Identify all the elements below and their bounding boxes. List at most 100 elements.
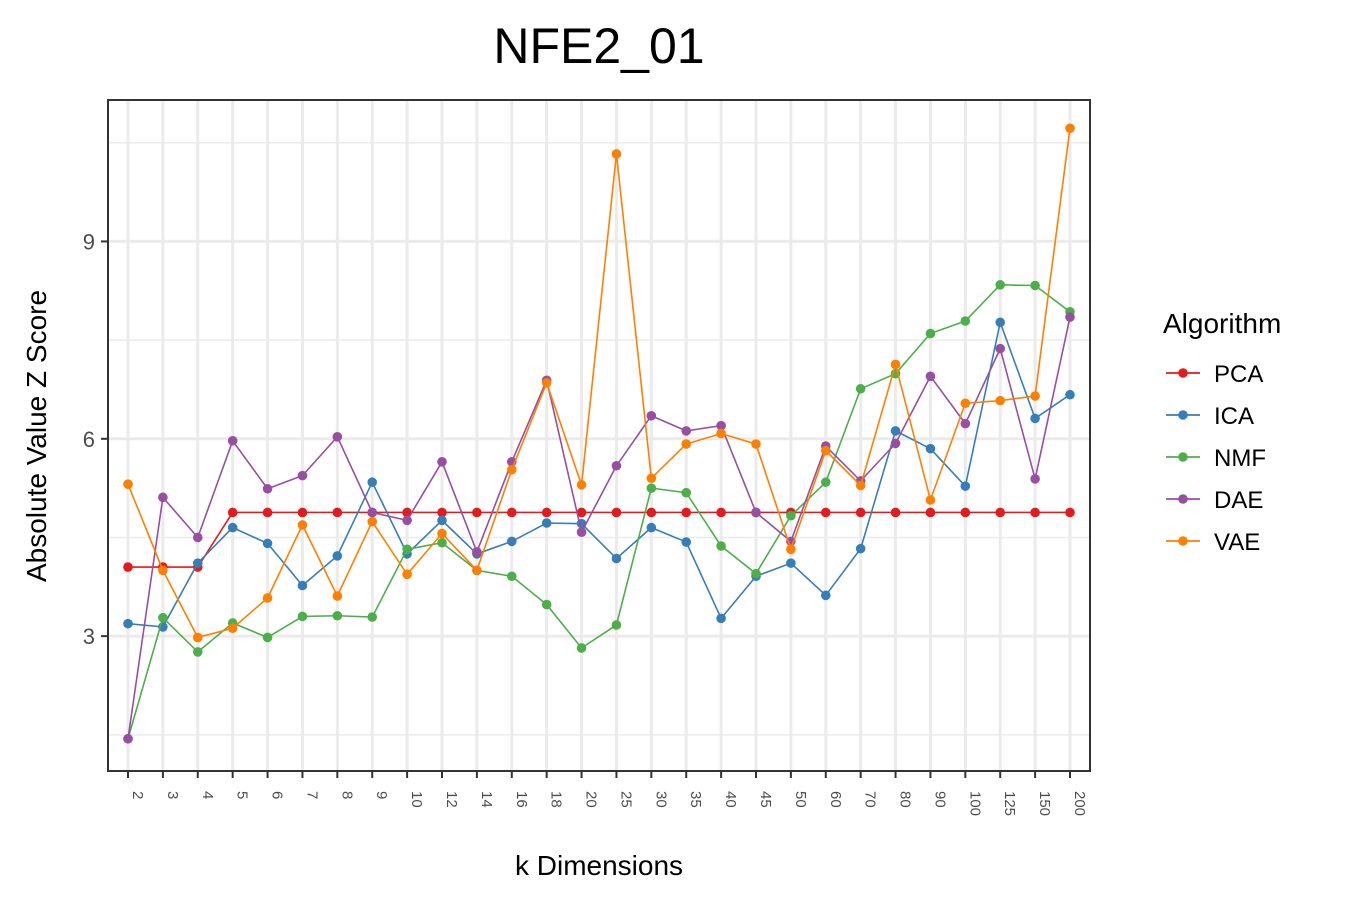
data-point-nmf bbox=[960, 316, 971, 326]
data-point-pca bbox=[123, 562, 133, 572]
data-point-vae bbox=[890, 359, 901, 370]
legend-key-point bbox=[1178, 452, 1188, 462]
data-point-pca bbox=[297, 507, 308, 518]
data-point-nmf bbox=[855, 383, 866, 394]
plot-area bbox=[107, 99, 1091, 772]
data-point-vae bbox=[402, 569, 412, 580]
legend-key-point bbox=[1178, 494, 1188, 504]
data-point-pca bbox=[855, 507, 866, 518]
data-point-nmf bbox=[192, 647, 203, 657]
data-point-dae bbox=[1030, 474, 1040, 484]
x-tick-label: 90 bbox=[931, 791, 948, 808]
data-point-nmf bbox=[1030, 280, 1040, 291]
data-point-dae bbox=[995, 343, 1006, 354]
data-point-ica bbox=[192, 558, 203, 568]
data-point-ica bbox=[890, 426, 901, 436]
data-point-vae bbox=[437, 528, 447, 539]
data-point-pca bbox=[541, 507, 552, 518]
plot-border bbox=[107, 99, 1091, 772]
data-point-ica bbox=[1065, 389, 1075, 400]
data-point-vae bbox=[158, 565, 168, 576]
data-point-nmf bbox=[541, 599, 552, 610]
data-point-dae bbox=[646, 410, 657, 421]
x-axis: 2 3 4 5 6 7 8 9 10 12 14 16 18 20 25 30 35 40 45 50 60 70 80 90… bbox=[127, 771, 1088, 816]
data-point-dae bbox=[367, 507, 378, 518]
data-point-nmf bbox=[751, 568, 761, 579]
series-line-nmf bbox=[127, 284, 1071, 739]
data-point-vae bbox=[646, 473, 657, 484]
legend-label: ICA bbox=[1214, 403, 1254, 430]
data-point-ica bbox=[995, 317, 1006, 328]
data-point-dae bbox=[297, 470, 308, 481]
data-point-dae bbox=[890, 438, 901, 449]
data-point-dae bbox=[576, 527, 587, 538]
data-point-dae bbox=[402, 515, 412, 526]
legend-label: PCA bbox=[1214, 361, 1263, 388]
legend-label: VAE bbox=[1214, 529, 1260, 556]
data-point-ica bbox=[960, 481, 971, 491]
data-point-ica bbox=[925, 443, 936, 454]
data-point-nmf bbox=[262, 632, 273, 643]
data-point-pca bbox=[925, 507, 936, 518]
x-tick-label: 12 bbox=[443, 791, 460, 808]
data-point-vae bbox=[786, 544, 796, 555]
legend-key-point bbox=[1178, 536, 1188, 546]
y-tick-label: 6 bbox=[83, 427, 95, 452]
series-line-pca bbox=[128, 511, 1070, 568]
data-point-dae bbox=[227, 435, 238, 446]
x-tick-label: 40 bbox=[722, 791, 739, 808]
data-point-dae bbox=[123, 733, 133, 744]
data-point-dae bbox=[681, 426, 692, 436]
y-tick-label: 9 bbox=[83, 229, 95, 254]
y-tick-label: 3 bbox=[83, 624, 95, 649]
data-point-vae bbox=[716, 428, 726, 439]
x-tick-label: 45 bbox=[757, 791, 774, 808]
x-tick-label: 6 bbox=[269, 791, 286, 799]
series-line-vae bbox=[127, 128, 1071, 639]
series-line-dae bbox=[127, 316, 1071, 739]
legend-label: NMF bbox=[1214, 445, 1266, 472]
data-point-vae bbox=[960, 398, 971, 409]
data-point-vae bbox=[820, 445, 831, 456]
data-point-nmf bbox=[925, 328, 936, 339]
data-point-nmf bbox=[681, 487, 692, 498]
data-point-ica bbox=[541, 518, 552, 528]
data-point-vae bbox=[332, 591, 343, 601]
data-point-ica bbox=[611, 553, 622, 564]
series-ica bbox=[123, 317, 1075, 632]
data-point-dae bbox=[472, 547, 482, 557]
data-point-vae bbox=[227, 623, 238, 634]
x-tick-label: 3 bbox=[164, 791, 181, 799]
legend-label: DAE bbox=[1214, 487, 1263, 514]
data-point-pca bbox=[227, 507, 238, 518]
data-point-ica bbox=[227, 522, 238, 533]
data-point-ica bbox=[437, 515, 447, 526]
data-point-ica bbox=[332, 551, 343, 561]
x-tick-label: 8 bbox=[338, 791, 355, 799]
x-tick-label: 16 bbox=[513, 791, 530, 808]
data-point-pca bbox=[1065, 507, 1075, 518]
data-point-nmf bbox=[332, 610, 343, 621]
data-point-nmf bbox=[297, 611, 308, 622]
x-tick-label: 2 bbox=[129, 791, 146, 799]
legend-key-point bbox=[1178, 368, 1188, 378]
data-point-ica bbox=[506, 536, 517, 547]
x-tick-label: 125 bbox=[1001, 791, 1018, 816]
x-tick-label: 80 bbox=[897, 791, 914, 808]
data-point-nmf bbox=[716, 541, 726, 551]
legend-item-ica: ICA bbox=[1166, 403, 1254, 430]
data-point-vae bbox=[855, 480, 866, 491]
data-point-nmf bbox=[786, 510, 796, 521]
data-point-dae bbox=[925, 371, 936, 382]
data-point-vae bbox=[751, 439, 761, 449]
plot-background bbox=[108, 100, 1090, 771]
data-point-dae bbox=[611, 460, 622, 471]
legend-item-nmf: NMF bbox=[1166, 445, 1266, 472]
legend-key-point bbox=[1178, 410, 1188, 420]
data-point-nmf bbox=[611, 620, 622, 630]
legend-title: Algorithm bbox=[1163, 308, 1281, 339]
data-point-dae bbox=[192, 532, 203, 543]
data-point-ica bbox=[820, 590, 831, 601]
data-point-pca bbox=[506, 507, 517, 518]
